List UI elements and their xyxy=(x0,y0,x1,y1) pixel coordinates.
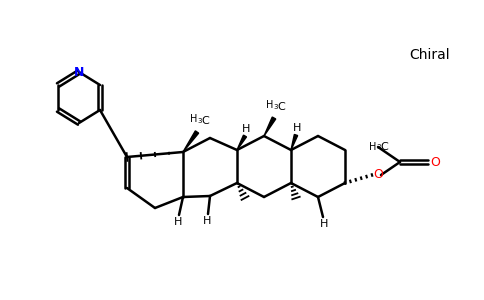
Text: O: O xyxy=(430,155,440,169)
Text: C: C xyxy=(201,116,209,126)
Polygon shape xyxy=(237,135,246,150)
Text: C: C xyxy=(277,102,285,112)
Text: 3: 3 xyxy=(197,118,201,124)
Text: H: H xyxy=(190,114,197,124)
Text: Chiral: Chiral xyxy=(409,48,450,62)
Text: 3: 3 xyxy=(273,104,277,110)
Text: H: H xyxy=(266,100,273,110)
Text: H: H xyxy=(203,216,211,226)
Text: H: H xyxy=(293,123,301,133)
Text: 3: 3 xyxy=(376,144,380,150)
Text: N: N xyxy=(74,65,84,79)
Text: H: H xyxy=(174,217,182,227)
Text: O: O xyxy=(373,169,383,182)
Text: H: H xyxy=(242,124,250,134)
Polygon shape xyxy=(264,117,276,136)
Text: H: H xyxy=(320,219,328,229)
Polygon shape xyxy=(291,134,298,150)
Polygon shape xyxy=(183,131,198,152)
Text: C: C xyxy=(380,142,388,152)
Text: H: H xyxy=(369,142,376,152)
